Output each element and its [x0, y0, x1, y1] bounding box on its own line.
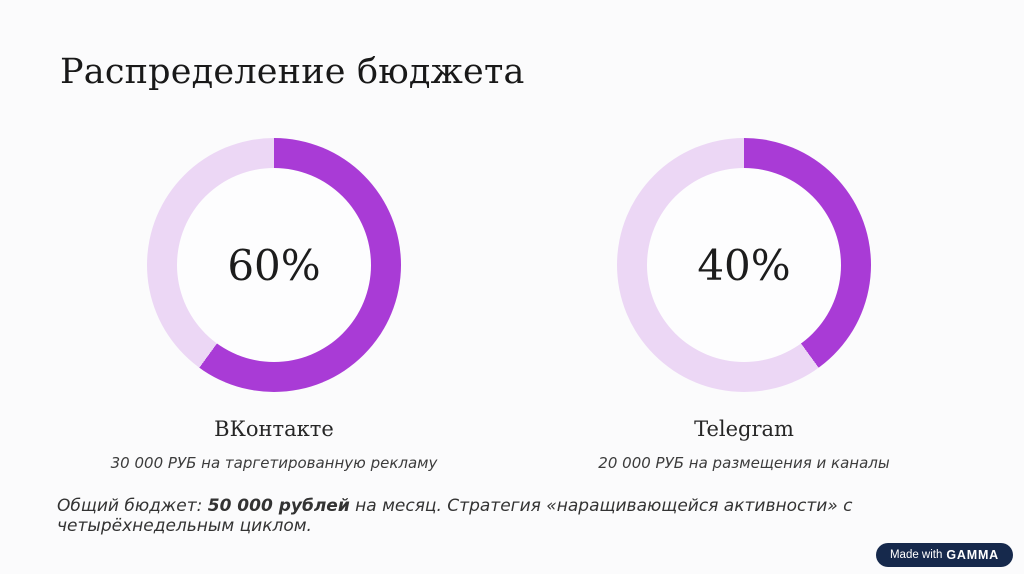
- chart-column-telegram: 40% Telegram 20 000 РУБ на размещения и …: [514, 138, 974, 472]
- chart-description-vkontakte: 30 000 РУБ на таргетированную рекламу: [110, 454, 438, 472]
- made-with-gamma-badge[interactable]: Made with GAMMA: [875, 543, 1013, 567]
- donut-center-label: 40%: [697, 240, 791, 290]
- budget-summary-suffix: на месяц. Стратегия «наращивающейся акти…: [57, 496, 853, 536]
- budget-summary-prefix: Общий бюджет:: [57, 496, 208, 516]
- budget-summary-bold: 50 000 рублей: [207, 496, 350, 516]
- page-title: Распределение бюджета: [60, 52, 525, 92]
- chart-label-telegram: Telegram: [694, 417, 794, 441]
- donut-center-label: 60%: [227, 240, 321, 290]
- donut-chart-telegram: 40%: [617, 138, 871, 392]
- budget-summary: Общий бюджет: 50 000 рублей на месяц. Ст…: [57, 496, 967, 536]
- chart-description-telegram: 20 000 РУБ на размещения и каналы: [598, 454, 890, 472]
- donut-chart-vkontakte: 60%: [147, 138, 401, 392]
- donut-hole: 60%: [177, 168, 371, 362]
- donut-hole: 40%: [647, 168, 841, 362]
- chart-label-vkontakte: ВКонтакте: [214, 417, 334, 441]
- chart-column-vkontakte: 60% ВКонтакте 30 000 РУБ на таргетирован…: [44, 138, 504, 472]
- gamma-logo: GAMMA: [946, 548, 999, 562]
- badge-prefix: Made with: [889, 549, 943, 561]
